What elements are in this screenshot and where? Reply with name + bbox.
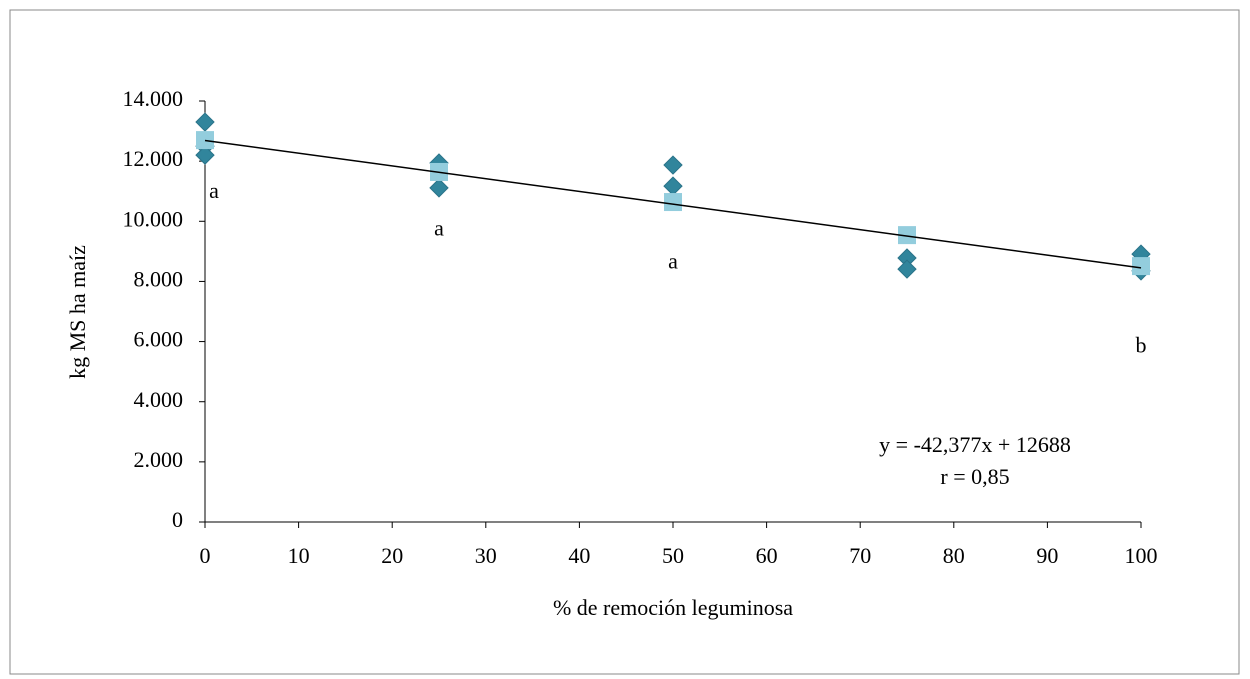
- annotation: a: [668, 248, 678, 273]
- x-tick-label: 20: [381, 543, 403, 568]
- x-axis-title: % de remoción leguminosa: [553, 595, 793, 620]
- x-tick-label: 80: [943, 543, 965, 568]
- square-point: [898, 226, 916, 245]
- y-tick-label: 12.000: [123, 146, 184, 171]
- diamond-point: [195, 112, 215, 132]
- chart-border: [9, 9, 1240, 675]
- annotation: b: [1136, 333, 1147, 358]
- annotation: a: [209, 178, 219, 203]
- y-axis-title: kg MS ha maíz: [65, 245, 90, 379]
- diamond-point: [663, 155, 683, 175]
- y-tick-label: 8.000: [134, 266, 184, 291]
- y-tick-label: 0: [172, 507, 183, 532]
- diamond-point: [195, 145, 215, 165]
- y-tick-label: 2.000: [134, 447, 184, 472]
- x-tick-label: 70: [849, 543, 871, 568]
- x-tick-label: 100: [1125, 543, 1158, 568]
- y-tick-label: 4.000: [134, 387, 184, 412]
- y-tick-label: 14.000: [123, 86, 184, 111]
- x-tick-label: 40: [568, 543, 590, 568]
- x-tick-label: 60: [756, 543, 778, 568]
- y-tick-label: 10.000: [123, 206, 184, 231]
- trendline: [204, 139, 1142, 269]
- r-value: r = 0,85: [940, 464, 1009, 489]
- y-tick-label: 6.000: [134, 327, 184, 352]
- diamond-point: [429, 178, 449, 198]
- annotation: a: [434, 215, 444, 240]
- x-tick-label: 30: [475, 543, 497, 568]
- square-point: [664, 193, 682, 212]
- x-tick-label: 10: [288, 543, 310, 568]
- diamond-point: [897, 259, 917, 279]
- x-tick-label: 50: [662, 543, 684, 568]
- x-tick-label: 0: [200, 543, 211, 568]
- square-point: [196, 131, 214, 150]
- equation: y = -42,377x + 12688: [879, 432, 1071, 457]
- square-point: [1132, 257, 1150, 276]
- x-tick-label: 90: [1036, 543, 1058, 568]
